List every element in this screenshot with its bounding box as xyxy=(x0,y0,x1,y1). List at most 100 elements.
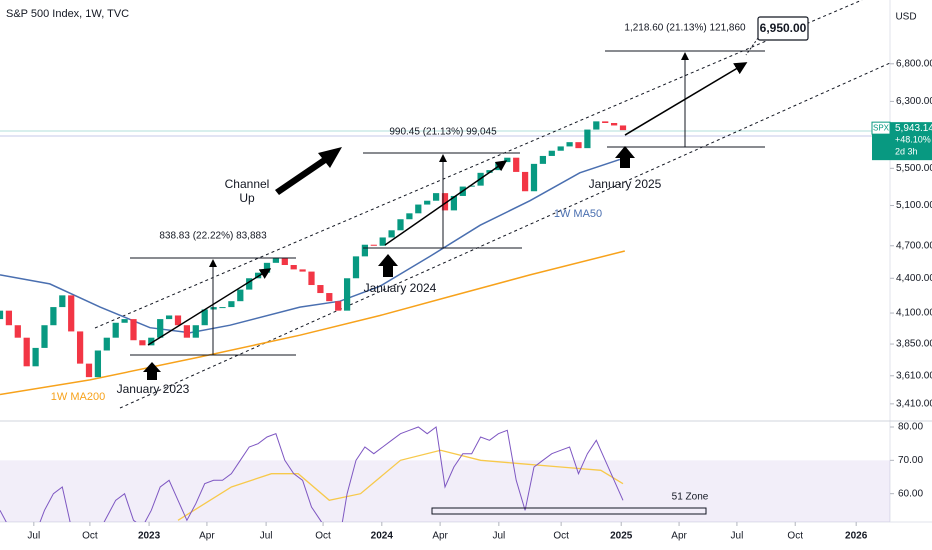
candle-body xyxy=(441,193,449,211)
measure-2023 xyxy=(130,257,296,356)
target-connector xyxy=(745,37,759,56)
channel-lower xyxy=(119,62,891,409)
candle-body xyxy=(548,150,555,156)
candle-body xyxy=(539,155,547,164)
candle-body xyxy=(415,204,422,214)
up-arrow xyxy=(615,146,635,168)
rsi-tick-label: 60.00 xyxy=(898,488,923,499)
candle-body xyxy=(557,146,564,151)
zone-box xyxy=(431,507,707,515)
candle-body xyxy=(619,125,627,131)
rsi-band xyxy=(0,460,890,522)
trend-arrow xyxy=(147,268,272,346)
candle-body xyxy=(281,258,288,266)
candle-body xyxy=(68,295,75,332)
candle-body xyxy=(575,142,582,149)
candle-body xyxy=(121,319,128,323)
candle-body xyxy=(76,331,84,364)
candle-body xyxy=(406,213,413,220)
candle-body xyxy=(192,325,199,338)
candle-body xyxy=(130,319,137,341)
currency-label: USD xyxy=(895,12,916,23)
candle-body xyxy=(94,350,102,378)
x-tick-label: 2023 xyxy=(138,531,161,542)
x-tick-label: Apr xyxy=(432,531,448,542)
candle-body xyxy=(530,163,538,192)
candle-body xyxy=(272,258,280,263)
candle-body xyxy=(148,337,155,346)
y-tick-label: 4,100.00 xyxy=(896,308,932,319)
measure-label: 990.45 (21.13%) 99,045 xyxy=(389,127,497,138)
candle-body xyxy=(0,310,4,320)
candle-body xyxy=(32,347,39,367)
candle-body xyxy=(308,271,315,286)
candle-body xyxy=(14,325,21,338)
candle-body xyxy=(361,244,369,257)
candle-body xyxy=(85,363,93,378)
channel-label: Up xyxy=(239,191,255,205)
candle-body xyxy=(263,262,271,273)
y-tick-label: 5,500.00 xyxy=(896,163,932,174)
y-tick-label: 4,400.00 xyxy=(896,273,932,284)
candle-body xyxy=(103,337,110,351)
up-arrow xyxy=(143,362,161,380)
candle-body xyxy=(174,315,182,326)
candle-body xyxy=(397,219,404,231)
candle-body xyxy=(379,237,386,246)
rsi-tick-label: 70.00 xyxy=(898,455,923,466)
candle-body xyxy=(139,340,146,346)
y-tick-label: 3,850.00 xyxy=(896,339,932,350)
candle-body xyxy=(602,121,609,124)
rsi-pane xyxy=(0,426,890,522)
x-tick-label: 2026 xyxy=(845,531,868,542)
candle-body xyxy=(183,325,191,338)
channel-label: Channel xyxy=(225,177,270,191)
candle-body xyxy=(584,129,591,149)
y-tick-label: 6,800.00 xyxy=(896,58,932,69)
candle-body xyxy=(50,307,57,326)
date-label: January 2023 xyxy=(117,382,190,396)
candle-body xyxy=(370,244,377,246)
candle-body xyxy=(388,230,395,238)
trend-arrow xyxy=(624,62,748,136)
candle-body xyxy=(352,256,360,279)
candle-body xyxy=(486,170,493,173)
moving-average xyxy=(0,250,625,396)
y-tick-label: 4,700.00 xyxy=(896,240,932,251)
candle-body xyxy=(424,200,431,205)
candle-body xyxy=(468,185,475,187)
candle-body xyxy=(210,307,217,310)
x-tick-label: Oct xyxy=(787,531,803,542)
measure-label: 1,218.60 (21.13%) 121,860 xyxy=(624,23,746,34)
moving-average xyxy=(0,158,621,334)
date-label: January 2025 xyxy=(589,177,662,191)
x-tick-label: Jul xyxy=(260,531,273,542)
candle-body xyxy=(228,301,235,308)
candle-body xyxy=(254,272,262,279)
trend-arrow xyxy=(384,160,508,246)
x-tick-label: Oct xyxy=(553,531,569,542)
symbol-label: SPX xyxy=(873,123,890,132)
candle-body xyxy=(5,310,13,326)
y-tick-label: 3,610.00 xyxy=(896,370,932,381)
candle-body xyxy=(219,307,226,309)
candle-body xyxy=(246,278,253,290)
rsi-tick-label: 80.00 xyxy=(898,422,923,433)
candle-body xyxy=(593,121,600,130)
target-label: 6,950.00 xyxy=(760,21,807,35)
target-box xyxy=(757,16,809,41)
candle-body xyxy=(317,285,324,294)
candle-body xyxy=(326,293,333,302)
x-tick-label: Apr xyxy=(671,531,687,542)
candle-body xyxy=(290,265,297,270)
candle-body xyxy=(201,309,208,326)
x-tick-label: 2024 xyxy=(371,531,394,542)
x-tick-label: Apr xyxy=(199,531,215,542)
countdown-label: 2d 3h xyxy=(895,147,918,157)
y-tick-label: 6,300.00 xyxy=(896,96,932,107)
candle-body xyxy=(610,123,618,126)
candle-body xyxy=(521,171,529,192)
